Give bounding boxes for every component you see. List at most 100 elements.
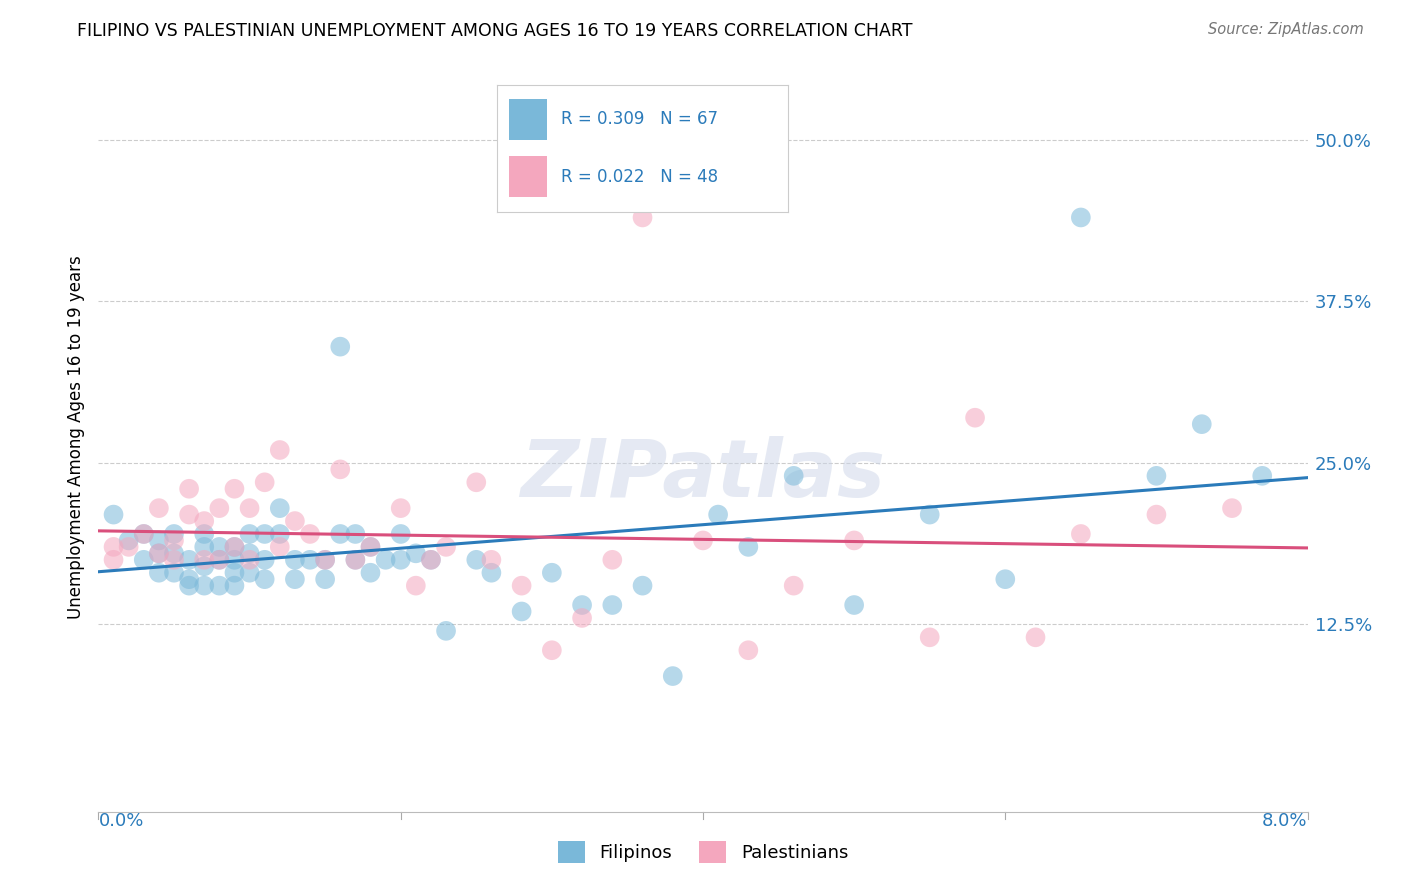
Point [481, 566, 503, 580]
Point [224, 566, 246, 580]
Point [148, 546, 170, 560]
Point [299, 527, 322, 541]
Point [844, 598, 866, 612]
Point [344, 553, 367, 567]
Point [299, 553, 322, 567]
Point [389, 553, 412, 567]
Point [224, 579, 246, 593]
Point [314, 553, 336, 567]
Point [163, 553, 186, 567]
Point [1070, 527, 1092, 541]
Point [540, 643, 562, 657]
Point [103, 508, 125, 522]
Point [148, 533, 170, 548]
Point [602, 598, 624, 612]
Point [163, 546, 186, 560]
Point [1191, 417, 1213, 432]
Text: FILIPINO VS PALESTINIAN UNEMPLOYMENT AMONG AGES 16 TO 19 YEARS CORRELATION CHART: FILIPINO VS PALESTINIAN UNEMPLOYMENT AMO… [77, 22, 912, 40]
Point [1146, 508, 1168, 522]
Point [314, 553, 336, 567]
Point [179, 482, 201, 496]
Point [193, 579, 215, 593]
Point [314, 572, 336, 586]
Point [284, 514, 307, 528]
Point [193, 559, 215, 574]
Point [193, 527, 215, 541]
Point [510, 605, 533, 619]
Point [360, 540, 382, 554]
Point [239, 501, 262, 516]
Text: Source: ZipAtlas.com: Source: ZipAtlas.com [1208, 22, 1364, 37]
Point [224, 540, 246, 554]
Point [208, 553, 231, 567]
Point [284, 572, 307, 586]
Point [163, 566, 186, 580]
Point [253, 475, 276, 490]
Point [193, 540, 215, 554]
Point [179, 508, 201, 522]
Point [239, 546, 262, 560]
Point [179, 579, 201, 593]
Point [224, 553, 246, 567]
Point [118, 540, 141, 554]
Point [918, 508, 941, 522]
Point [163, 527, 186, 541]
Point [269, 442, 291, 457]
Point [253, 527, 276, 541]
Point [692, 533, 714, 548]
Point [465, 475, 488, 490]
Point [420, 553, 443, 567]
Point [737, 643, 759, 657]
Point [571, 598, 593, 612]
Point [844, 533, 866, 548]
Point [148, 546, 170, 560]
Point [602, 553, 624, 567]
Point [208, 501, 231, 516]
Point [465, 553, 488, 567]
Point [1025, 630, 1047, 644]
Point [239, 553, 262, 567]
Text: 0.0%: 0.0% [98, 812, 143, 830]
Point [163, 533, 186, 548]
Point [253, 572, 276, 586]
Point [783, 579, 806, 593]
Point [148, 566, 170, 580]
Point [389, 501, 412, 516]
Point [224, 482, 246, 496]
Point [284, 553, 307, 567]
Point [132, 527, 155, 541]
Point [329, 527, 352, 541]
Point [994, 572, 1017, 586]
Point [329, 340, 352, 354]
Point [707, 508, 730, 522]
Point [344, 553, 367, 567]
Point [1220, 501, 1243, 516]
Point [389, 527, 412, 541]
Point [132, 527, 155, 541]
Point [1070, 211, 1092, 225]
Point [510, 579, 533, 593]
Point [434, 624, 457, 638]
Point [918, 630, 941, 644]
Point [269, 501, 291, 516]
Point [405, 579, 427, 593]
Point [239, 566, 262, 580]
Point [1146, 468, 1168, 483]
Point [631, 211, 654, 225]
Point [374, 553, 396, 567]
Point [208, 553, 231, 567]
Point [420, 553, 443, 567]
Point [179, 553, 201, 567]
Point [103, 553, 125, 567]
Point [571, 611, 593, 625]
Y-axis label: Unemployment Among Ages 16 to 19 years: Unemployment Among Ages 16 to 19 years [66, 255, 84, 619]
Point [239, 527, 262, 541]
Point [208, 579, 231, 593]
Point [148, 501, 170, 516]
Point [179, 572, 201, 586]
Legend: Filipinos, Palestinians: Filipinos, Palestinians [558, 840, 848, 863]
Point [193, 514, 215, 528]
Point [269, 527, 291, 541]
Point [540, 566, 562, 580]
Point [344, 527, 367, 541]
